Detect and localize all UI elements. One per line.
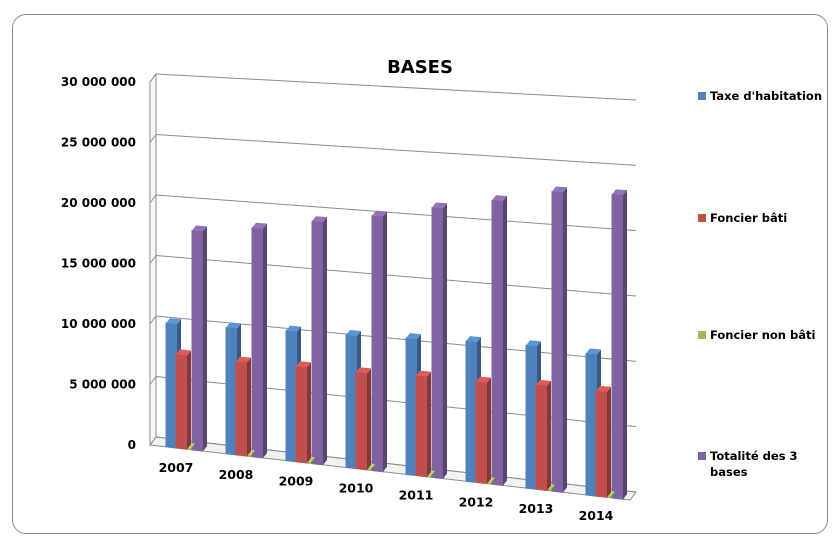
gridline-diag [149,376,157,385]
y-tick-label: 15 000 000 [61,257,136,271]
bar [251,222,267,459]
legend-swatch [698,331,706,339]
bar [431,202,447,480]
bar [415,370,431,478]
gridline [155,73,637,101]
gridline-diag [149,134,157,143]
x-tick-label: 2010 [339,481,374,496]
legend-item: Totalité des 3 bases [698,449,798,479]
legend: Taxe d'habitation Foncier bâti Foncier non… [698,89,822,479]
gridline-diag [149,73,157,83]
gridline-diag [149,436,157,446]
gridline-diag [149,315,157,325]
back-wall [156,74,636,492]
legend-label: Totalité des 3 [710,449,798,463]
bar [191,225,207,452]
x-tick-label: 2008 [219,467,254,482]
bar [491,195,507,487]
legend-swatch [698,214,706,222]
y-tick-label: 0 [128,438,136,452]
legend-label: Foncier bâti [710,211,787,225]
bar [371,210,387,473]
bar [611,189,627,500]
x-tick-label: 2012 [459,494,494,509]
x-tick-label: 2014 [579,508,614,523]
bar [551,186,567,493]
x-tick-label: 2009 [279,474,314,489]
y-tick-label: 30 000 000 [61,75,136,89]
chart-title: BASES [387,57,453,78]
legend-item: Taxe d'habitation [698,89,822,103]
bar [475,376,491,485]
y-tick-label: 10 000 000 [61,317,136,331]
bar [235,356,251,457]
x-tick-label: 2011 [399,487,434,502]
gridline [155,134,637,166]
x-axis-labels: 2007 2008 2009 2010 2011 2012 2013 2014 [159,460,614,523]
legend-item: Foncier non bâti [698,328,815,342]
y-tick-label: 5 000 000 [69,378,136,392]
legend-label-cont: bases [710,465,748,479]
bars [165,186,627,500]
bar [311,216,327,466]
gridline-diag [149,255,157,264]
bar [355,367,371,471]
bar [175,349,191,450]
y-axis-ticks: 0 5 000 000 10 000 000 15 000 000 20 000 000… [61,75,136,452]
x-tick-label: 2007 [159,460,194,475]
bar [295,361,311,464]
y-tick-label: 25 000 000 [61,136,136,150]
legend-label: Taxe d'habitation [710,89,822,103]
legend-item: Foncier bâti [698,211,787,225]
legend-label: Foncier non bâti [710,328,815,342]
y-tick-label: 20 000 000 [61,196,136,210]
bar [535,379,551,492]
legend-swatch [698,452,706,460]
x-tick-label: 2013 [519,501,554,516]
bar [595,385,611,498]
gridline-diag [149,194,157,204]
legend-swatch [698,92,706,100]
